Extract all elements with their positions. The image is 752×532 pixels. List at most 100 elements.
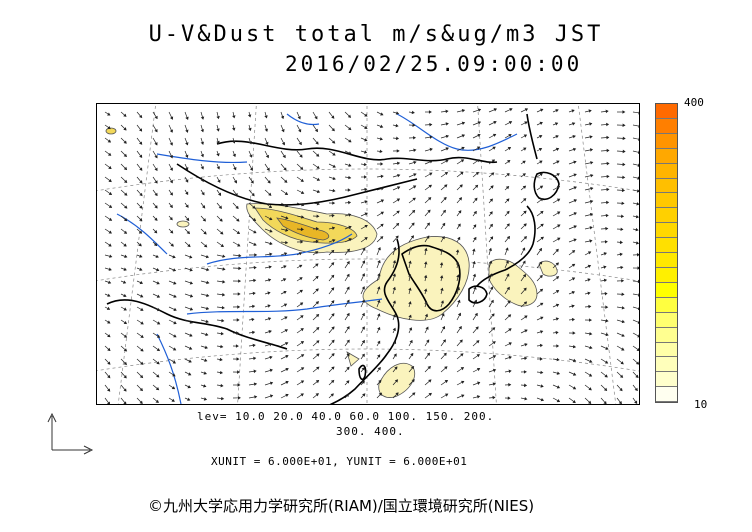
wind-arrowhead — [172, 373, 176, 377]
wind-arrowhead — [377, 259, 381, 264]
wind-arrowhead — [424, 261, 428, 265]
wind-arrowhead — [412, 197, 416, 201]
wind-arrowhead — [523, 370, 527, 374]
wind-arrowhead — [589, 239, 593, 243]
wind-arrowhead — [232, 140, 236, 144]
wind-arrowhead — [606, 174, 610, 179]
wind-arrowhead — [331, 213, 335, 218]
wind-arrowhead — [555, 109, 559, 113]
wind-arrowhead — [540, 384, 544, 388]
wind-arrowhead — [506, 286, 510, 291]
wind-arrowhead — [170, 230, 174, 234]
wind-arrowhead — [426, 235, 430, 239]
wind-arrowhead — [589, 122, 593, 126]
wind-arrowhead — [139, 192, 143, 197]
wind-arrowhead — [539, 134, 543, 139]
wind-arrowhead — [238, 266, 242, 271]
wind-arrowhead — [621, 306, 625, 310]
wind-arrowhead — [332, 201, 336, 205]
wind-arrowhead — [123, 140, 127, 144]
wind-arrowhead — [364, 125, 368, 129]
wind-arrowhead — [268, 342, 273, 347]
wind-arrowhead — [508, 328, 512, 332]
wind-arrowhead — [280, 115, 285, 120]
wind-arrowhead — [413, 148, 417, 152]
wind-arrowhead — [621, 333, 625, 337]
colorbar-segment — [656, 282, 677, 298]
wind-arrowhead — [122, 280, 127, 284]
wind-arrowhead — [539, 343, 543, 348]
wind-arrowhead — [362, 247, 366, 252]
wind-arrowhead — [637, 306, 639, 311]
wind-arrowhead — [331, 353, 335, 357]
wind-arrowhead — [156, 348, 161, 352]
colorbar-segment — [656, 372, 677, 388]
contour-levels-line1: lev= 10.0 20.0 40.0 60.0 100. 150. 200. — [197, 410, 495, 423]
wind-arrowhead — [424, 247, 428, 251]
wind-arrowhead — [285, 216, 289, 220]
wind-arrowhead — [123, 348, 128, 352]
wind-arrowhead — [506, 273, 510, 277]
wind-arrowhead — [363, 162, 367, 167]
wind-arrowhead — [187, 385, 191, 389]
wind-arrowhead — [123, 388, 127, 392]
wind-arrowhead — [603, 278, 608, 283]
wind-arrowhead — [185, 154, 189, 159]
wind-arrowhead — [233, 180, 237, 184]
wind-arrowhead — [185, 167, 189, 171]
wind-arrowhead — [331, 226, 336, 230]
wind-arrowhead — [285, 228, 289, 232]
colorbar-segment — [656, 267, 677, 283]
wind-arrowhead — [589, 212, 594, 217]
dust-plume-japan-sea — [362, 236, 470, 321]
wind-arrowhead — [410, 365, 415, 370]
river-yellow — [206, 233, 353, 265]
wind-arrowhead — [556, 385, 561, 389]
wind-arrowhead — [252, 343, 256, 348]
wind-arrowhead — [377, 340, 381, 345]
wind-arrowhead — [473, 224, 477, 228]
wind-arrowhead — [301, 215, 305, 219]
wind-arrowhead — [268, 330, 272, 334]
wind-arrowhead — [445, 393, 449, 397]
wind-arrowhead — [220, 344, 224, 349]
wind-arrowhead — [392, 286, 396, 291]
dust-wind-map — [96, 103, 640, 405]
wind-arrowhead — [475, 326, 479, 330]
wind-arrowhead — [222, 267, 226, 271]
wind-arrowhead — [316, 327, 320, 331]
wind-arrowhead — [555, 303, 560, 308]
wind-arrowhead — [460, 367, 465, 371]
wind-arrowhead — [300, 328, 304, 332]
wind-arrowhead — [605, 213, 609, 218]
wind-arrowhead — [539, 288, 544, 292]
wind-arrowhead — [300, 190, 305, 195]
wind-arrowhead — [107, 152, 112, 156]
wind-arrowhead — [635, 227, 639, 232]
wind-arrowhead — [573, 225, 577, 229]
wind-arrowhead — [571, 109, 575, 113]
wind-arrowhead — [299, 166, 304, 170]
wind-arrowhead — [439, 262, 444, 266]
wind-arrowhead — [205, 306, 210, 311]
wind-arrowhead — [139, 280, 144, 285]
wind-arrowhead — [189, 268, 193, 272]
colorbar-min-label: 10 — [694, 398, 708, 411]
wind-arrowhead — [187, 397, 191, 401]
wind-arrowhead — [300, 315, 304, 319]
wind-arrow — [632, 111, 639, 114]
wind-arrowhead — [605, 305, 609, 309]
wind-arrowhead — [488, 260, 493, 264]
wind-arrowhead — [316, 189, 321, 194]
wind-arrowhead — [346, 366, 350, 371]
wind-arrowhead — [108, 230, 112, 234]
wind-arrowhead — [281, 142, 285, 146]
wind-arrowhead — [622, 175, 626, 180]
wind-arrowhead — [572, 344, 577, 349]
wind-arrowhead — [540, 398, 545, 402]
west-border — [106, 299, 288, 350]
wind-arrowhead — [188, 359, 192, 363]
wind-arrowhead — [361, 286, 365, 290]
wind-arrowhead — [204, 358, 208, 362]
wind-arrowhead — [284, 203, 289, 208]
